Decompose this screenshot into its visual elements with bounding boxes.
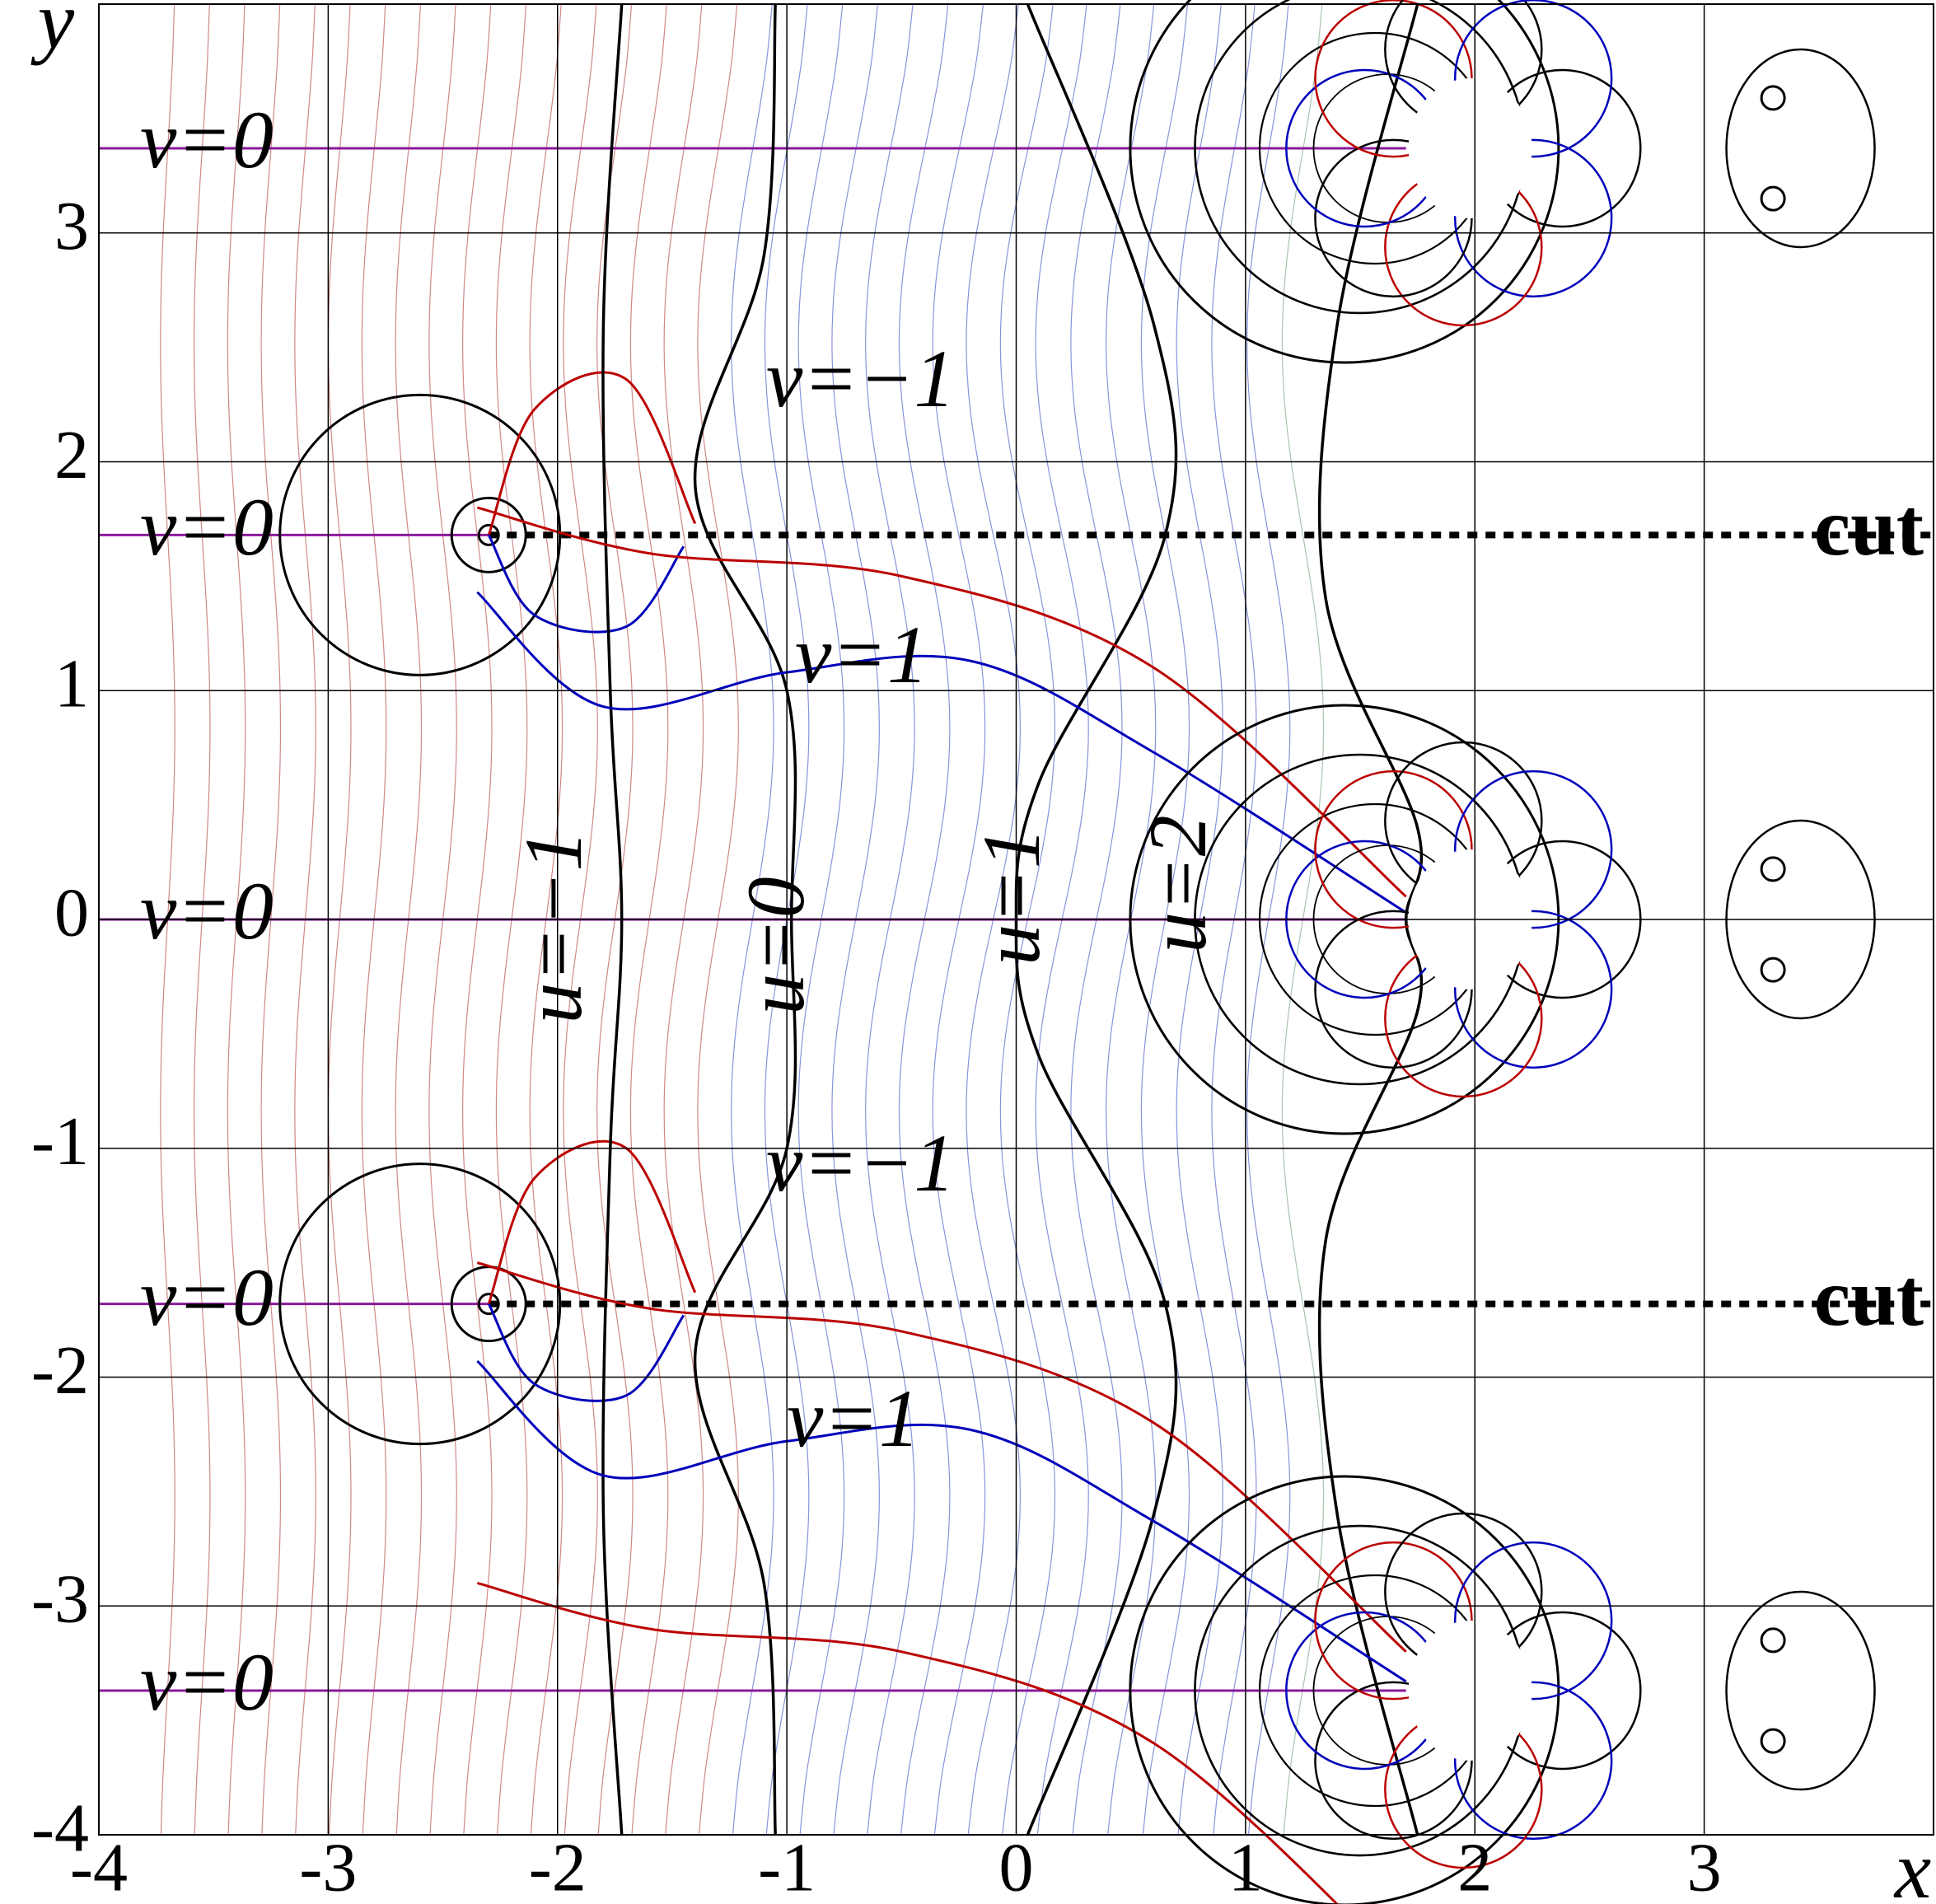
hole: [1408, 77, 1532, 218]
x-tick-label: -1: [758, 1829, 816, 1904]
contour-label: v=0: [140, 1636, 274, 1728]
contour-label: v=0: [140, 94, 274, 185]
contour-loop: [1129, 1475, 1560, 1904]
y-tick-label: 0: [54, 874, 89, 951]
contour-loop: [278, 393, 562, 676]
contour-loop: [1760, 856, 1786, 882]
contour-loop: [477, 523, 500, 546]
contour-line: [476, 591, 1407, 914]
x-tick-label: -3: [299, 1829, 357, 1904]
petal: [1453, 0, 1613, 158]
contour-line: [487, 371, 697, 536]
contour-label: v=0: [140, 481, 274, 573]
contour-loop: [450, 496, 527, 573]
contour-loop: [1760, 1627, 1786, 1654]
contour-loop: [477, 1293, 500, 1316]
x-tick-label: 1: [1228, 1829, 1263, 1904]
cut-label: cut: [1814, 1251, 1924, 1343]
contour-line: [487, 534, 685, 634]
contour-label: u=0: [730, 877, 821, 1014]
contour-line: [476, 1261, 1407, 1653]
contour-label: v=−1: [766, 333, 955, 424]
y-tick-label: -4: [31, 1789, 89, 1866]
contour-loop: [278, 1163, 562, 1446]
contour-line: [476, 506, 1407, 898]
contour-loop: [1760, 185, 1786, 212]
contour-loop: [1760, 1728, 1786, 1754]
x-tick-label: 2: [1457, 1829, 1492, 1904]
y-tick-label: -3: [31, 1561, 89, 1638]
contour-line: [476, 1582, 1339, 1904]
y-axis-label: y: [30, 0, 75, 66]
hole: [1408, 1621, 1532, 1761]
contour-loop: [1129, 0, 1560, 364]
y-tick-label: -1: [31, 1103, 89, 1180]
contour-label: v=1: [795, 609, 928, 700]
x-axis-label: x: [1893, 1824, 1931, 1904]
contour-label: v=1: [787, 1373, 920, 1464]
contour-label: u=−1: [507, 830, 599, 1024]
lobe: [1725, 48, 1876, 249]
x-tick-label: 3: [1687, 1829, 1722, 1904]
petal: [1453, 770, 1613, 929]
petal: [1453, 138, 1613, 298]
x-tick-label: -2: [529, 1829, 587, 1904]
cut-label: cut: [1814, 481, 1924, 573]
contour-line: [487, 1139, 697, 1305]
petal: [1453, 910, 1613, 1069]
contour-loop: [1760, 957, 1786, 983]
petal: [1453, 1541, 1613, 1701]
y-tick-label: 2: [54, 417, 89, 494]
y-tick-label: -2: [31, 1332, 89, 1409]
contour-label: u=1: [966, 827, 1057, 965]
contour-label: v=0: [140, 1251, 274, 1343]
x-tick-label: 0: [999, 1829, 1034, 1904]
contour-line: [476, 1359, 1407, 1683]
contour-label: v=−1: [766, 1117, 955, 1209]
x-tick-label: -4: [70, 1829, 128, 1904]
y-tick-label: 3: [54, 188, 89, 264]
petal: [1453, 1681, 1613, 1841]
contour-label: u=2: [1132, 815, 1223, 952]
y-tick-label: 1: [54, 646, 89, 723]
contour-line: [487, 1303, 685, 1402]
lobe: [1725, 1590, 1876, 1791]
contour-label: v=0: [140, 865, 274, 957]
contour-loop: [1760, 85, 1786, 111]
